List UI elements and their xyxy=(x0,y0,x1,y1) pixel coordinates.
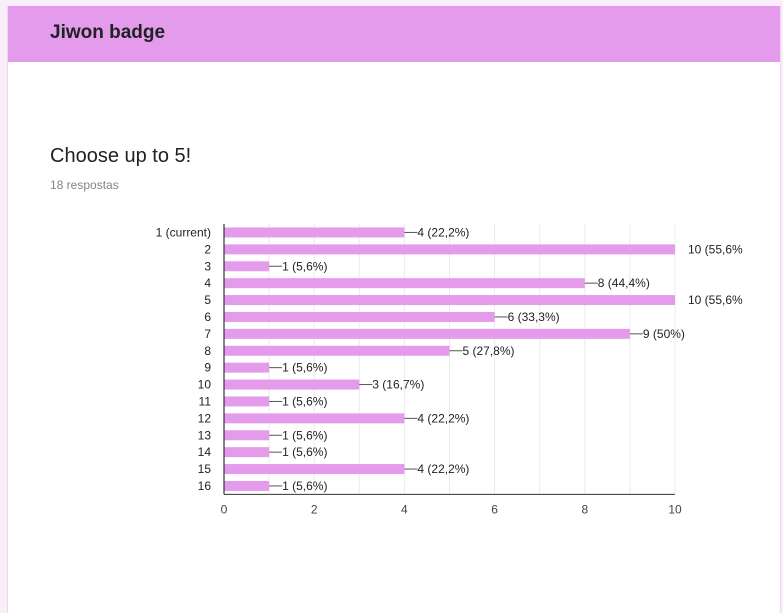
category-label: 16 xyxy=(198,479,212,493)
x-tick-label: 2 xyxy=(311,502,318,516)
value-label: 1 (5,6%) xyxy=(282,445,327,459)
category-label: 12 xyxy=(198,411,212,425)
x-tick-label: 10 xyxy=(668,502,682,516)
category-label: 8 xyxy=(204,344,211,358)
value-label: 8 (44,4%) xyxy=(598,276,650,290)
value-label: 6 (33,3%) xyxy=(508,310,560,324)
bar xyxy=(224,464,405,475)
category-label: 11 xyxy=(199,394,212,408)
bar xyxy=(224,345,450,356)
category-label: 2 xyxy=(204,242,211,256)
x-tick-label: 8 xyxy=(581,502,588,516)
value-label: 10 (55,6% xyxy=(688,293,743,307)
value-label: 1 (5,6%) xyxy=(282,428,327,442)
category-label: 5 xyxy=(204,293,211,307)
value-label: 4 (22,2%) xyxy=(417,225,469,239)
value-label: 4 (22,2%) xyxy=(417,462,469,476)
value-label: 1 (5,6%) xyxy=(282,259,327,273)
bar xyxy=(224,362,270,373)
question-title: Choose up to 5! xyxy=(50,145,192,167)
value-label: 1 (5,6%) xyxy=(282,361,327,375)
bar xyxy=(224,261,270,272)
bar xyxy=(224,430,270,441)
x-tick-label: 4 xyxy=(401,502,408,516)
bar xyxy=(224,396,270,407)
bar xyxy=(224,413,405,424)
bar xyxy=(224,227,405,238)
category-label: 6 xyxy=(204,310,211,324)
form-header: Jiwon badge xyxy=(8,6,780,62)
category-label: 7 xyxy=(204,327,211,341)
category-label: 4 xyxy=(204,276,211,290)
bar xyxy=(224,480,270,491)
value-label: 4 (22,2%) xyxy=(417,411,469,425)
bar xyxy=(224,295,675,306)
value-label: 1 (5,6%) xyxy=(282,394,327,408)
bar xyxy=(224,379,360,390)
category-label: 9 xyxy=(204,361,211,375)
value-label: 5 (27,8%) xyxy=(463,344,515,358)
bar xyxy=(224,278,585,289)
bar xyxy=(224,244,675,255)
bar xyxy=(224,447,270,458)
category-label: 10 xyxy=(198,378,212,392)
bar xyxy=(224,311,495,322)
bar xyxy=(224,328,630,339)
x-tick-label: 6 xyxy=(491,502,498,516)
response-card: Jiwon badge Choose up to 5! 18 respostas xyxy=(7,6,781,613)
value-label: 3 (16,7%) xyxy=(372,378,424,392)
value-label: 10 (55,6% xyxy=(688,242,743,256)
value-label: 1 (5,6%) xyxy=(282,479,327,493)
category-label: 13 xyxy=(198,428,212,442)
category-label: 14 xyxy=(198,445,212,459)
x-tick-label: 0 xyxy=(221,502,228,516)
value-label: 9 (50%) xyxy=(643,327,685,341)
category-label: 3 xyxy=(204,259,211,273)
response-count: 18 respostas xyxy=(50,178,119,192)
category-label: 15 xyxy=(198,462,212,476)
form-title: Jiwon badge xyxy=(50,22,166,43)
category-label: 1 (current) xyxy=(156,225,211,239)
